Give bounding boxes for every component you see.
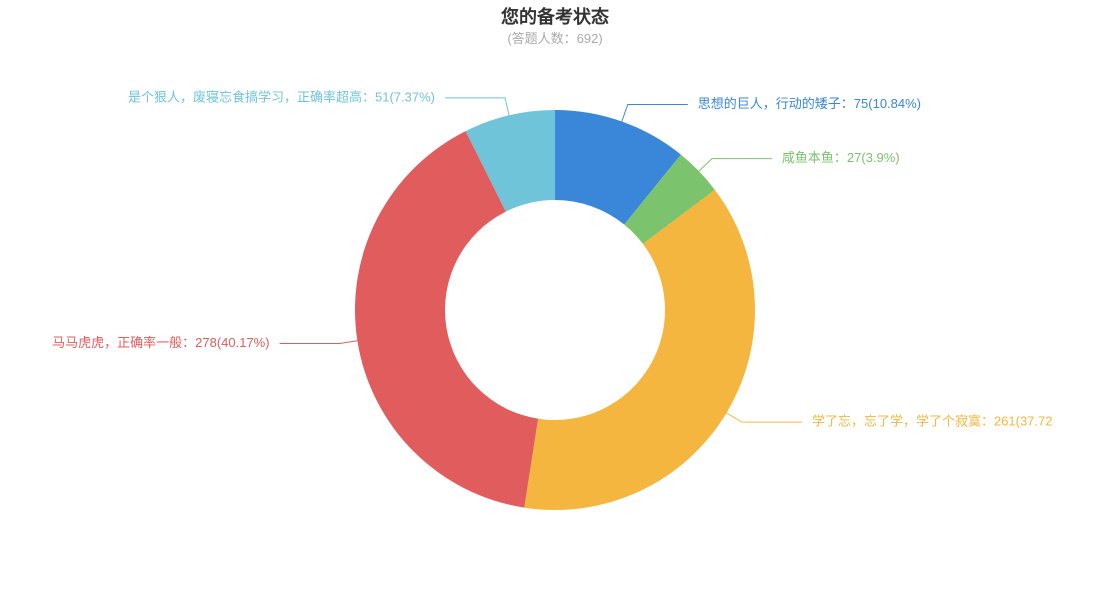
leader-line [699,159,772,171]
slice-label: 是个狠人，废寝忘食搞学习，正确率超高：51(7.37%) [128,89,435,104]
leader-line [445,98,509,116]
slice-label: 学了忘，忘了学，学了个寂寞：261(37.72 [812,414,1053,429]
slice-label: 咸鱼本鱼：27(3.9%) [782,150,900,165]
leader-line [622,105,688,122]
chart-svg: 思想的巨人，行动的矮子：75(10.84%) 咸鱼本鱼：27(3.9%) 学了忘，忘… [0,0,1110,600]
leader-line [727,413,802,422]
slice-label: 思想的巨人，行动的矮子：75(10.84%) [698,96,921,111]
slice-label: 马马虎虎，正确率一般：278(40.17%) [52,335,269,350]
leader-line [280,341,358,344]
donut-chart: 您的备考状态 (答题人数：692) 思想的巨人，行动的矮子：75(10.84%)… [0,0,1110,600]
